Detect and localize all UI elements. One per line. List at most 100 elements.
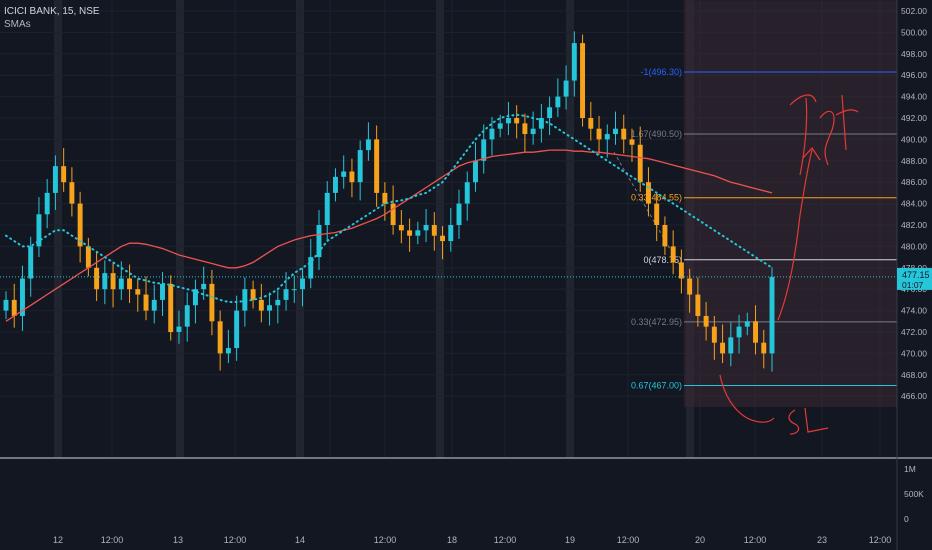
candle-body: [448, 225, 454, 242]
session-band-3: [436, 0, 444, 458]
candle-body: [678, 262, 684, 279]
price-tick-label: 502.00: [901, 6, 927, 16]
candle: [283, 272, 289, 311]
candle-body: [571, 43, 577, 81]
session-band-1: [176, 0, 184, 458]
candle: [143, 276, 149, 321]
candle-body: [11, 299, 17, 316]
candle-body: [728, 337, 734, 354]
candle: [291, 275, 297, 304]
candle: [11, 283, 17, 328]
time-tick-label: 18: [447, 535, 457, 545]
candle-body: [538, 118, 544, 129]
candle: [588, 101, 594, 141]
candle: [52, 155, 58, 211]
candle-body: [481, 139, 487, 161]
candle: [267, 292, 273, 326]
candle-body: [135, 289, 141, 295]
candle: [456, 189, 462, 239]
volume-tick-label: 500K: [904, 489, 924, 499]
candle: [374, 125, 380, 207]
candle-body: [555, 96, 561, 108]
hand-drawings: [719, 94, 859, 435]
candle: [753, 305, 758, 355]
candle-body: [489, 128, 495, 140]
sma-fast-line: [5, 113, 773, 303]
time-tick-label: 12:00: [869, 535, 892, 545]
candle: [769, 267, 775, 372]
candle-body: [250, 289, 256, 300]
candles[interactable]: [3, 31, 775, 372]
fib-label-5: 0.67(467.00): [631, 381, 682, 391]
candle-body: [267, 305, 273, 311]
candle-body: [547, 107, 553, 118]
candle-body: [217, 321, 223, 354]
stop-loss-curve: [719, 374, 775, 423]
fib-label-4: 0.33(472.95): [631, 317, 682, 327]
candle: [423, 208, 429, 243]
candle: [61, 147, 67, 192]
candle: [654, 191, 660, 242]
candle: [184, 292, 190, 342]
candle-body: [423, 225, 429, 231]
candle-body: [118, 278, 124, 290]
trade-zone: [684, 0, 897, 407]
candle-body: [736, 326, 742, 338]
candle-body: [20, 278, 25, 316]
candle-body: [36, 214, 42, 247]
candle-body: [357, 150, 363, 183]
candle-body: [769, 276, 775, 354]
candle-body: [662, 225, 668, 247]
candle: [390, 185, 396, 235]
candle: [596, 115, 602, 155]
candle-body: [415, 230, 421, 236]
candle: [192, 279, 198, 324]
time-tick-label: 20: [695, 535, 705, 545]
candle: [69, 167, 75, 217]
candle: [365, 122, 371, 161]
candle-body: [275, 299, 281, 306]
fib-label-1: 1.67(490.50): [631, 129, 682, 139]
candle: [275, 290, 281, 324]
candle-body: [505, 118, 511, 124]
candle-body: [563, 80, 569, 97]
candle: [571, 31, 577, 97]
price-tick-label: 478.00: [901, 263, 927, 273]
candle-body: [497, 123, 503, 129]
price-tick-label: 474.00: [901, 306, 927, 316]
price-tick-label: 494.00: [901, 92, 927, 102]
candle-body: [604, 134, 610, 140]
candle: [464, 171, 470, 221]
candle-body: [695, 294, 701, 316]
time-axis[interactable]: 12 12:00 13 12:00 14 12:00 18 12:00 19 12:00 20 12:…: [53, 535, 891, 545]
candle: [341, 155, 347, 189]
candle: [3, 291, 9, 320]
candle: [127, 264, 133, 304]
candle-body: [209, 283, 215, 322]
candle-body: [127, 278, 133, 290]
candle: [514, 105, 520, 139]
candle-body: [61, 166, 67, 183]
candle: [94, 251, 100, 301]
candle-body: [514, 118, 520, 124]
candle-body: [382, 192, 388, 204]
candle: [135, 278, 141, 312]
candle-body: [28, 246, 34, 279]
candle: [736, 314, 742, 354]
candle-body: [464, 182, 470, 204]
candle: [670, 230, 676, 275]
price-tick-label: 472.00: [901, 327, 927, 337]
candle-body: [637, 144, 643, 183]
last-price-value: 477.15: [902, 270, 930, 280]
time-tick-label: 12:00: [224, 535, 247, 545]
candle-body: [316, 225, 322, 258]
time-tick-label: 12:00: [744, 535, 767, 545]
candle-body: [94, 267, 100, 290]
candle: [324, 181, 330, 242]
time-tick-label: 23: [817, 535, 827, 545]
candle-body: [225, 348, 231, 354]
candle: [538, 104, 544, 143]
candle-body: [77, 203, 83, 247]
